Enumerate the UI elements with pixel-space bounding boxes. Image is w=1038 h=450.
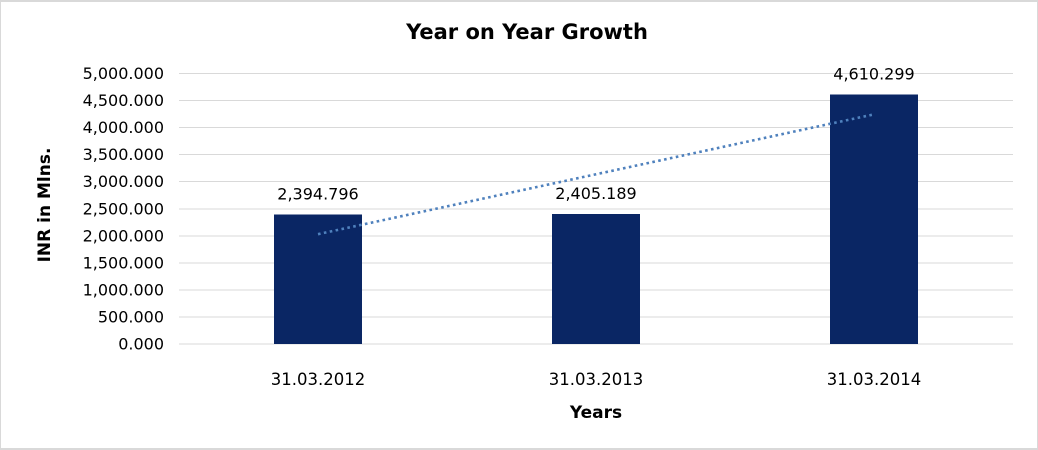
y-tick-label: 5,000.000 <box>83 64 164 83</box>
y-tick-label: 4,000.000 <box>83 118 164 137</box>
x-axis-title: Years <box>569 403 623 423</box>
x-tick-label: 31.03.2014 <box>827 370 921 389</box>
x-tick-label: 31.03.2012 <box>271 370 365 389</box>
bar-value-label: 2,394.796 <box>277 184 358 203</box>
trendline <box>317 113 875 236</box>
x-tick-label: 31.03.2013 <box>549 370 643 389</box>
bar <box>830 94 918 344</box>
chart-title: Year on Year Growth <box>406 20 648 44</box>
bar-value-label: 4,610.299 <box>833 65 914 84</box>
y-tick-label: 2,500.000 <box>83 199 164 218</box>
y-tick-label: 4,500.000 <box>83 91 164 110</box>
y-tick-label: 3,000.000 <box>83 172 164 191</box>
y-tick-label: 1,000.000 <box>83 280 164 299</box>
y-tick-label: 1,500.000 <box>83 253 164 272</box>
bar <box>274 214 362 344</box>
y-tick-label: 2,000.000 <box>83 226 164 245</box>
y-tick-label: 500.000 <box>98 307 164 326</box>
bar <box>552 213 640 344</box>
bar-value-label: 2,405.189 <box>555 184 636 203</box>
y-tick-label: 3,500.000 <box>83 145 164 164</box>
y-tick-label: 0.000 <box>118 335 164 354</box>
